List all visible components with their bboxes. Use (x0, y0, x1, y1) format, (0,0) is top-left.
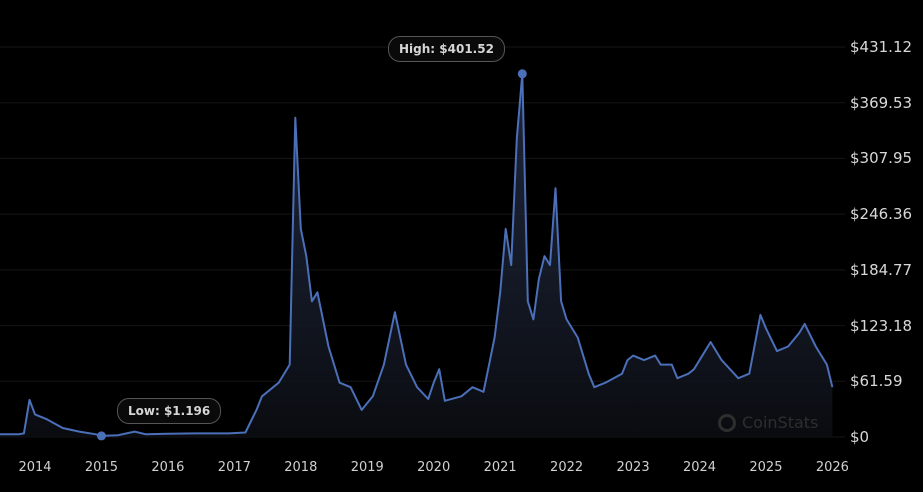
x-tick-label: 2020 (417, 460, 451, 475)
x-tick-label: 2018 (284, 460, 318, 475)
coinstats-logo-icon (718, 413, 736, 432)
x-tick-label: 2017 (217, 460, 251, 475)
x-tick-label: 2023 (616, 460, 650, 475)
x-tick-label: 2025 (749, 460, 783, 475)
y-tick-label: $123.18 (850, 316, 913, 335)
x-tick-label: 2026 (815, 460, 849, 475)
x-tick-label: 2021 (483, 460, 517, 475)
x-tick-label: 2019 (350, 460, 384, 475)
y-tick-label: $246.36 (850, 205, 913, 224)
gridlines (0, 46, 845, 438)
high-annotation: High: $401.52 (388, 36, 505, 62)
coinstats-watermark: CoinStats (718, 413, 818, 432)
price-area-fill (0, 73, 833, 438)
x-tick-label: 2014 (18, 460, 52, 475)
low-point-marker (96, 431, 106, 441)
high-point-marker (517, 69, 527, 79)
low-annotation: Low: $1.196 (117, 398, 222, 424)
x-tick-label: 2015 (84, 460, 118, 475)
y-tick-label: $307.95 (850, 149, 913, 168)
x-tick-label: 2016 (151, 460, 185, 475)
watermark-text: CoinStats (742, 413, 819, 432)
price-line (0, 72, 834, 437)
y-tick-label: $431.12 (850, 38, 913, 56)
y-tick-label: $0 (850, 428, 870, 446)
y-tick-label: $369.53 (850, 93, 913, 112)
y-tick-label: $184.77 (850, 260, 913, 279)
x-tick-label: 2024 (682, 460, 717, 475)
x-tick-label: 2022 (550, 460, 584, 475)
y-tick-label: $61.59 (850, 372, 903, 391)
